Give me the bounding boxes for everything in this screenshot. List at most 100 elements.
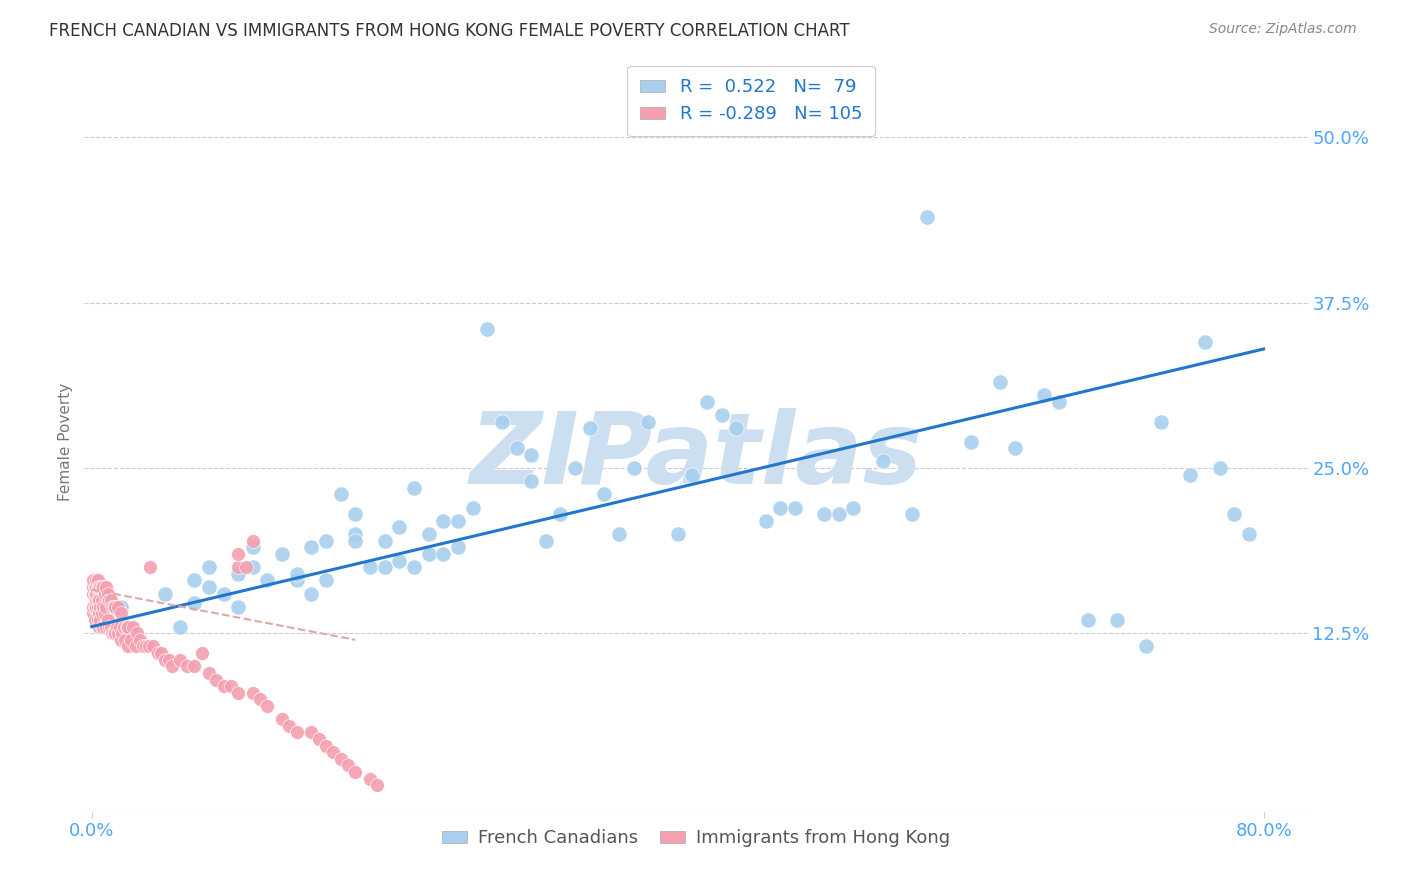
Point: [101, 626, 124, 640]
Point: [176, 659, 198, 673]
Point: [226, 560, 249, 574]
Point: [124, 640, 146, 654]
Point: [477, 322, 499, 336]
Point: [1032, 388, 1054, 402]
Point: [681, 467, 703, 482]
Point: [299, 725, 322, 739]
Point: [105, 620, 128, 634]
Point: [103, 626, 125, 640]
Point: [418, 547, 440, 561]
Point: [550, 508, 572, 522]
Point: [1135, 640, 1157, 654]
Point: [146, 646, 169, 660]
Point: [120, 632, 142, 647]
Point: [491, 415, 513, 429]
Point: [915, 210, 938, 224]
Point: [432, 514, 454, 528]
Point: [84, 599, 107, 614]
Point: [86, 593, 108, 607]
Point: [1047, 395, 1070, 409]
Point: [813, 508, 835, 522]
Point: [1004, 441, 1026, 455]
Point: [138, 640, 160, 654]
Point: [828, 508, 851, 522]
Point: [315, 533, 337, 548]
Point: [337, 758, 360, 772]
Point: [344, 765, 367, 780]
Point: [212, 679, 235, 693]
Point: [82, 580, 104, 594]
Point: [329, 487, 352, 501]
Point: [242, 560, 264, 574]
Point: [91, 593, 114, 607]
Point: [198, 560, 221, 574]
Point: [520, 448, 543, 462]
Point: [84, 580, 107, 594]
Point: [315, 739, 337, 753]
Point: [83, 599, 105, 614]
Point: [242, 541, 264, 555]
Point: [242, 533, 264, 548]
Point: [139, 560, 162, 574]
Point: [1237, 527, 1260, 541]
Point: [112, 620, 135, 634]
Point: [447, 541, 470, 555]
Point: [315, 574, 337, 588]
Text: ZIPatlas: ZIPatlas: [470, 408, 922, 505]
Point: [98, 593, 121, 607]
Point: [666, 527, 689, 541]
Point: [162, 659, 184, 673]
Point: [169, 620, 191, 634]
Point: [959, 434, 981, 449]
Point: [402, 560, 425, 574]
Point: [84, 574, 107, 588]
Point: [593, 487, 616, 501]
Point: [226, 547, 249, 561]
Point: [84, 586, 107, 600]
Point: [1180, 467, 1202, 482]
Point: [783, 500, 806, 515]
Point: [97, 586, 120, 600]
Point: [308, 731, 330, 746]
Point: [91, 580, 114, 594]
Point: [83, 586, 105, 600]
Point: [83, 580, 105, 594]
Point: [114, 632, 136, 647]
Point: [127, 626, 149, 640]
Point: [100, 620, 122, 634]
Point: [842, 500, 865, 515]
Point: [93, 620, 115, 634]
Point: [149, 646, 172, 660]
Point: [226, 686, 249, 700]
Point: [534, 533, 557, 548]
Point: [110, 632, 132, 647]
Point: [93, 599, 115, 614]
Point: [108, 620, 131, 634]
Point: [129, 632, 152, 647]
Point: [1194, 335, 1216, 350]
Point: [1208, 461, 1230, 475]
Point: [226, 599, 249, 614]
Point: [96, 599, 118, 614]
Point: [153, 586, 176, 600]
Point: [285, 574, 308, 588]
Point: [344, 508, 367, 522]
Point: [256, 574, 278, 588]
Point: [101, 599, 124, 614]
Point: [82, 607, 104, 621]
Text: FRENCH CANADIAN VS IMMIGRANTS FROM HONG KONG FEMALE POVERTY CORRELATION CHART: FRENCH CANADIAN VS IMMIGRANTS FROM HONG …: [49, 22, 849, 40]
Point: [183, 596, 205, 610]
Point: [157, 653, 180, 667]
Point: [87, 593, 110, 607]
Point: [285, 725, 308, 739]
Point: [578, 421, 600, 435]
Point: [366, 778, 388, 792]
Point: [121, 620, 143, 634]
Point: [115, 620, 138, 634]
Point: [107, 626, 129, 640]
Point: [344, 527, 367, 541]
Point: [84, 593, 107, 607]
Point: [505, 441, 527, 455]
Point: [97, 613, 120, 627]
Point: [87, 580, 110, 594]
